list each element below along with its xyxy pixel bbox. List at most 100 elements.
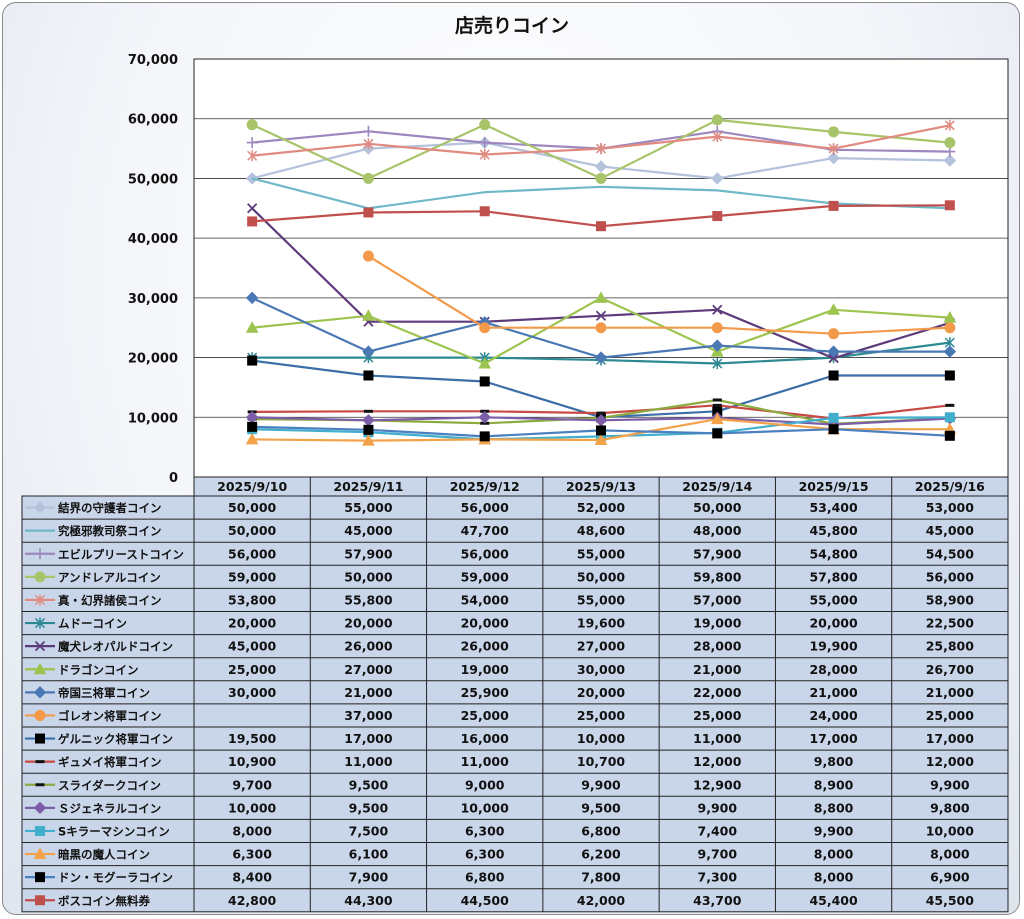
legend-entry: ゲルニック将軍コイン — [58, 732, 173, 746]
data-label: 59,800 — [693, 569, 742, 584]
table-row: ドラゴンコイン 25,000 27,000 19,000 30,000 21,000 28,… — [22, 657, 1008, 677]
data-label: 9,700 — [698, 847, 738, 862]
data-label: 44,500 — [461, 893, 510, 908]
data-label: 55,000 — [344, 500, 393, 515]
data-label: 9,900 — [814, 823, 854, 838]
data-point — [711, 339, 724, 352]
data-point — [245, 321, 259, 333]
table-row: ゴレオン将軍コイン 37,000 25,000 25,000 25,000 24,000 2… — [22, 703, 1008, 723]
table-row: 結界の守護者コイン 50,000 55,000 56,000 52,000 50,000 5… — [22, 495, 1008, 515]
data-label: 45,000 — [926, 523, 975, 538]
data-point — [247, 421, 258, 432]
table-row: 究極邪教司祭コイン 50,000 45,000 47,700 48,600 48,000 4… — [22, 518, 1008, 538]
data-label: 50,000 — [344, 569, 393, 584]
data-point — [594, 160, 608, 173]
data-label: 25,000 — [926, 708, 975, 723]
data-label: 25,000 — [228, 662, 277, 677]
data-label: 22,500 — [926, 616, 975, 631]
legend-entry: ドラゴンコイン — [58, 663, 139, 677]
data-label: 28,000 — [693, 639, 742, 654]
data-label: 24,000 — [809, 708, 858, 723]
data-label: 8,900 — [814, 777, 854, 792]
data-label: 50,000 — [228, 523, 277, 538]
table-row: 魔犬レオパルドコイン 45,000 26,000 26,000 27,000 28,000… — [22, 634, 1008, 654]
y-tick-label: 10,000 — [128, 411, 178, 426]
data-label: 30,000 — [228, 685, 277, 700]
data-point — [828, 370, 839, 381]
legend-entry: エビルプリーストコイン — [58, 547, 184, 561]
data-label: 55,000 — [577, 592, 626, 607]
data-label: 6,300 — [232, 847, 272, 862]
data-point — [33, 662, 47, 675]
data-point — [35, 872, 45, 883]
x-tick-label: 2025/9/10 — [217, 479, 287, 494]
data-point — [362, 434, 375, 446]
data-point — [479, 376, 490, 387]
y-axis-ticks: 0 10,000 20,000 30,000 40,000 50,000 60,000 70,… — [128, 53, 178, 486]
data-point — [827, 345, 840, 358]
x-tick-label: 2025/9/16 — [915, 479, 985, 494]
data-point — [596, 221, 606, 232]
data-label: 7,300 — [698, 870, 738, 885]
data-point — [945, 403, 955, 407]
chart-title: 店売りコイン — [455, 14, 569, 37]
x-tick-label: 2025/9/15 — [799, 479, 869, 494]
data-point — [944, 430, 955, 441]
data-label: 25,800 — [926, 639, 975, 654]
data-point — [943, 154, 957, 167]
data-point — [828, 200, 839, 211]
data-label: 54,500 — [926, 546, 975, 561]
data-label: 19,500 — [228, 731, 277, 746]
data-label: 20,000 — [228, 616, 277, 631]
legend-entry: 真・幻界諸侯コイン — [58, 593, 162, 607]
data-label: 6,300 — [465, 847, 505, 862]
data-point — [710, 412, 724, 425]
data-point — [362, 250, 374, 262]
table-row: エビルプリーストコイン 56,000 57,900 56,000 55,000 57,90… — [22, 541, 1008, 561]
data-label: 8,000 — [814, 847, 854, 862]
data-label: 27,000 — [344, 662, 393, 677]
data-label: 9,000 — [465, 777, 505, 792]
data-label: 45,000 — [228, 639, 277, 654]
data-label: 56,000 — [461, 546, 510, 561]
data-point — [34, 709, 46, 721]
data-point — [33, 801, 47, 815]
data-label: 45,000 — [344, 523, 393, 538]
data-label: 11,000 — [461, 754, 510, 769]
table-row: Sキラーマシンコイン 8,000 7,500 6,300 6,800 7,400 9,900… — [22, 818, 1008, 838]
data-point — [245, 291, 259, 305]
data-label: 20,000 — [344, 616, 393, 631]
data-label: 6,900 — [930, 870, 970, 885]
data-label: 21,000 — [926, 685, 975, 700]
data-point — [943, 311, 957, 323]
data-label: 6,300 — [465, 823, 505, 838]
data-label: 19,000 — [693, 616, 742, 631]
data-label: 26,000 — [344, 639, 393, 654]
data-label: 11,000 — [693, 731, 742, 746]
data-label: 26,000 — [461, 639, 510, 654]
data-point — [594, 291, 608, 303]
data-point — [595, 322, 607, 334]
data-point — [828, 328, 840, 340]
data-point — [712, 398, 722, 402]
data-label: 8,000 — [930, 847, 970, 862]
data-label: 20,000 — [577, 685, 626, 700]
data-point — [828, 412, 839, 423]
data-label: 9,700 — [232, 777, 272, 792]
data-point — [33, 847, 47, 860]
data-point — [34, 617, 46, 629]
data-point — [479, 322, 491, 334]
data-point — [712, 403, 722, 407]
data-point — [827, 151, 840, 165]
data-label: 25,000 — [461, 708, 510, 723]
data-point — [944, 370, 955, 381]
data-label: 59,000 — [228, 569, 277, 584]
data-point — [478, 357, 492, 369]
x-tick-label: 2025/9/12 — [450, 479, 520, 494]
data-label: 50,000 — [577, 569, 626, 584]
data-label: 21,000 — [809, 685, 858, 700]
data-label: 44,300 — [344, 893, 393, 908]
data-point — [595, 310, 607, 321]
data-label: 55,000 — [809, 592, 858, 607]
